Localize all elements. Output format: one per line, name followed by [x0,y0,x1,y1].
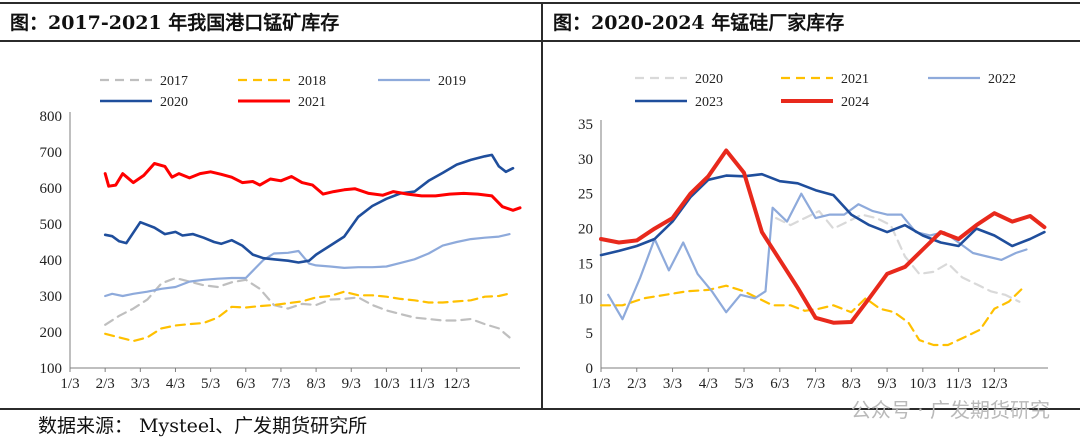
y-tick-label: 15 [578,256,593,272]
legend-label-2024: 2024 [841,95,869,110]
bottom-border [0,408,1080,410]
line-chart-silicomanganese-plant-inventory: 0 5 10 15 20 25 30 35 1/3 2/3 3/3 4/3 5/3 6/3 7/3 8/3 9/… [578,72,1048,392]
series-line-2020 [103,153,515,264]
y-tick-label: 700 [40,145,63,161]
x-tick-label: 12/3 [443,376,470,392]
legend-label-2017: 2017 [160,74,188,89]
legend-label-2022: 2022 [988,72,1016,87]
legend-label-2020: 2020 [160,95,188,110]
x-tick-label: 1/3 [60,376,79,392]
legend-label-2021: 2021 [841,72,869,87]
y-tick-label: 500 [40,217,63,233]
legend-label-2019: 2019 [438,74,466,89]
x-tick-label: 10/3 [910,376,937,392]
data-source-note: 数据来源： Mysteel、广发期货研究所 [38,415,368,437]
panel-divider [541,2,543,408]
legend-label-2021: 2021 [298,95,326,110]
x-tick-label: 4/3 [166,376,185,392]
x-tick-label: 11/3 [946,376,972,392]
series-line-2022 [607,192,1028,321]
series-line-2019 [104,233,511,298]
y-tick-label: 100 [40,361,63,377]
y-tick-label: 200 [40,325,63,341]
y-tick-label: 30 [578,152,593,168]
x-tick-label: 6/3 [236,376,255,392]
watermark-text: 公众号 · 广发期货研究 [850,398,1050,422]
x-tick-label: 4/3 [699,376,718,392]
y-tick-label: 800 [40,109,63,125]
chart-title: 图：2020-2024 年锰硅厂家库存 [553,12,845,34]
chart-panel-right: 图：2020-2024 年锰硅厂家库存 0 5 10 15 20 25 30 35 1/3 2/3… [543,0,1080,408]
x-tick-label: 11/3 [409,376,435,392]
title-divider [0,40,1080,42]
series-line-2020 [775,210,1021,303]
x-tick-label: 8/3 [307,376,326,392]
series-line-2024 [599,148,1047,325]
top-border [0,2,1080,4]
x-tick-label: 7/3 [806,376,825,392]
x-tick-label: 2/3 [96,376,115,392]
chart-title: 图：2017-2021 年我国港口锰矿库存 [10,12,340,34]
x-tick-label: 12/3 [981,376,1008,392]
x-tick-label: 9/3 [877,376,896,392]
y-tick-label: 400 [40,253,63,269]
x-tick-label: 5/3 [201,376,220,392]
x-tick-label: 3/3 [131,376,150,392]
series-line-2021 [103,162,522,212]
y-tick-label: 5 [586,326,594,342]
x-tick-label: 2/3 [627,376,646,392]
x-tick-label: 9/3 [342,376,361,392]
series-line-2017 [104,276,511,339]
y-tick-label: 0 [586,361,594,377]
y-tick-label: 300 [40,289,63,305]
series-line-2018 [104,290,511,343]
series-line-2021 [599,284,1025,347]
legend-label-2023: 2023 [695,95,723,110]
x-tick-label: 10/3 [373,376,400,392]
x-tick-label: 6/3 [770,376,789,392]
x-tick-label: 8/3 [842,376,861,392]
chart-panel-left: 图：2017-2021 年我国港口锰矿库存 100 200 300 400 500 600… [0,0,541,408]
legend-label-2018: 2018 [298,74,326,89]
legend-label-2020: 2020 [695,72,723,87]
y-tick-label: 25 [578,187,593,203]
y-tick-label: 600 [40,181,63,197]
x-tick-label: 3/3 [663,376,682,392]
line-chart-port-manganese-inventory: 100 200 300 400 500 600 700 800 1/3 2/3 3/3 4/3 5/3 6… [40,74,522,392]
y-tick-label: 10 [578,291,593,307]
x-tick-label: 5/3 [734,376,753,392]
y-tick-label: 20 [578,222,593,238]
y-tick-label: 35 [578,117,593,133]
series-line-2023 [599,172,1046,257]
x-tick-label: 7/3 [271,376,290,392]
x-tick-label: 1/3 [591,376,610,392]
